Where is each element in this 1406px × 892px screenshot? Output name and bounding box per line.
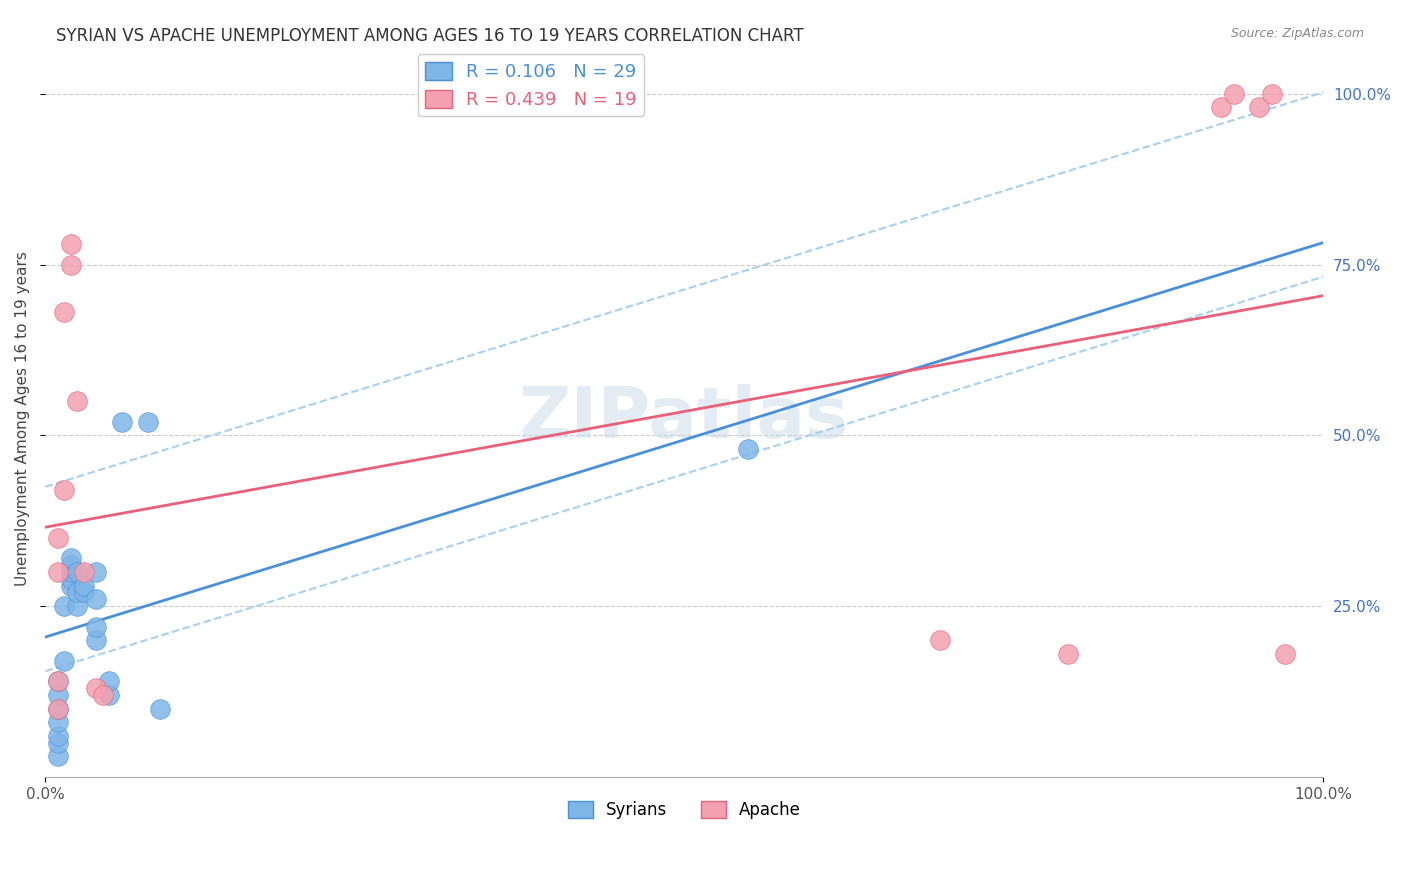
Point: [59, 572, 82, 586]
Point: [111, 415, 134, 429]
Point: [1056, 647, 1078, 661]
Point: [46, 674, 69, 689]
Point: [46, 729, 69, 743]
Point: [46, 565, 69, 579]
Point: [86, 565, 108, 579]
Point: [1249, 100, 1271, 114]
Point: [72, 585, 94, 599]
Point: [1274, 647, 1296, 661]
Point: [66, 394, 89, 409]
Point: [66, 565, 89, 579]
Point: [91, 688, 114, 702]
Point: [86, 681, 108, 695]
Y-axis label: Unemployment Among Ages 16 to 19 years: Unemployment Among Ages 16 to 19 years: [15, 251, 30, 586]
Point: [59, 558, 82, 573]
Point: [59, 258, 82, 272]
Point: [46, 701, 69, 715]
Point: [86, 592, 108, 607]
Point: [46, 674, 69, 689]
Point: [98, 688, 121, 702]
Point: [1209, 100, 1232, 114]
Text: Source: ZipAtlas.com: Source: ZipAtlas.com: [1230, 27, 1364, 40]
Point: [46, 749, 69, 764]
Point: [86, 619, 108, 633]
Point: [53, 305, 76, 319]
Point: [53, 654, 76, 668]
Point: [86, 633, 108, 648]
Point: [53, 483, 76, 497]
Point: [737, 442, 759, 456]
Point: [46, 701, 69, 715]
Text: ZIPatlas: ZIPatlas: [519, 384, 849, 453]
Point: [59, 551, 82, 566]
Text: SYRIAN VS APACHE UNEMPLOYMENT AMONG AGES 16 TO 19 YEARS CORRELATION CHART: SYRIAN VS APACHE UNEMPLOYMENT AMONG AGES…: [56, 27, 804, 45]
Point: [59, 565, 82, 579]
Point: [136, 415, 159, 429]
Point: [928, 633, 950, 648]
Point: [149, 701, 172, 715]
Legend: Syrians, Apache: Syrians, Apache: [561, 795, 807, 826]
Point: [66, 599, 89, 613]
Point: [53, 599, 76, 613]
Point: [66, 585, 89, 599]
Point: [59, 578, 82, 592]
Point: [72, 565, 94, 579]
Point: [46, 736, 69, 750]
Point: [46, 688, 69, 702]
Point: [72, 578, 94, 592]
Point: [59, 237, 82, 252]
Point: [1261, 87, 1284, 101]
Point: [46, 531, 69, 545]
Point: [98, 674, 121, 689]
Point: [46, 715, 69, 730]
Point: [1223, 87, 1246, 101]
